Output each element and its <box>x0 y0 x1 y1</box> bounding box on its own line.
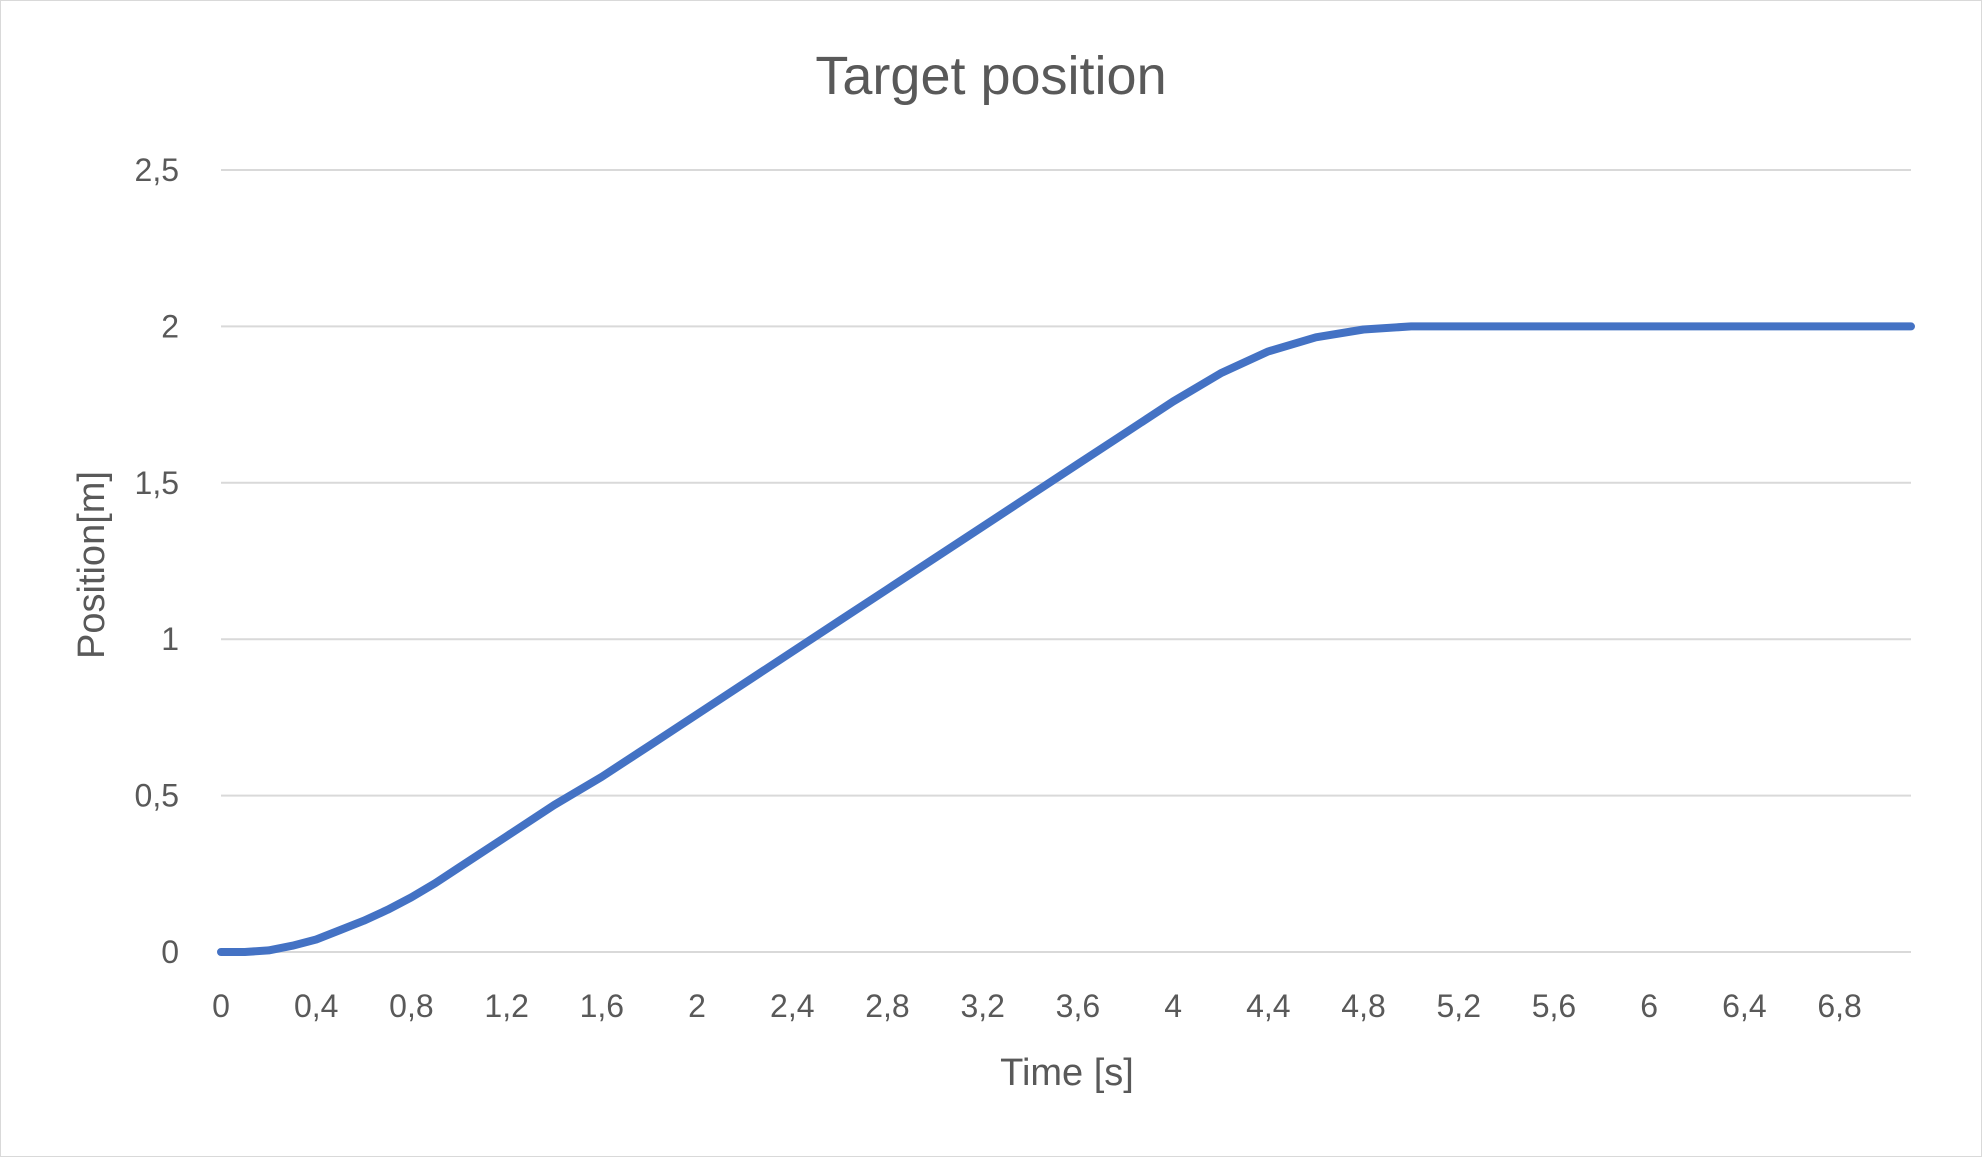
x-tick-label: 4 <box>1164 988 1182 1024</box>
series-line-0 <box>217 322 1915 956</box>
x-tick-label: 6 <box>1640 988 1658 1024</box>
y-axis-title: Position[m] <box>71 471 113 659</box>
gridlines <box>221 169 1911 953</box>
series-layer <box>217 322 1915 956</box>
chart-title: Target position <box>815 46 1166 106</box>
y-tick-label: 0 <box>161 934 179 970</box>
y-tick-label: 1 <box>161 621 179 657</box>
x-tick-label: 0,8 <box>389 988 433 1024</box>
y-axis-tick-labels: 0 0,5 1 1,5 2 2,5 <box>135 152 179 970</box>
x-tick-label: 3,6 <box>1056 988 1100 1024</box>
x-tick-label: 1,2 <box>484 988 528 1024</box>
x-tick-label: 3,2 <box>960 988 1004 1024</box>
x-tick-label: 0,4 <box>294 988 338 1024</box>
x-tick-label: 5,6 <box>1532 988 1576 1024</box>
y-tick-label: 2 <box>161 308 179 344</box>
y-tick-label: 0,5 <box>135 778 179 814</box>
x-tick-label: 2 <box>688 988 706 1024</box>
x-tick-label: 2,8 <box>865 988 909 1024</box>
x-axis-tick-labels: 0 0,4 0,8 1,2 1,6 2 2,4 2,8 3,2 3,6 4 4,4 4,8 5,2 5,6 6… <box>212 988 1862 1024</box>
x-tick-label: 0 <box>212 988 230 1024</box>
x-tick-label: 5,2 <box>1437 988 1481 1024</box>
x-tick-label: 4,8 <box>1341 988 1385 1024</box>
x-tick-label: 6,4 <box>1722 988 1766 1024</box>
x-tick-label: 2,4 <box>770 988 814 1024</box>
x-tick-label: 1,6 <box>580 988 624 1024</box>
x-tick-label: 4,4 <box>1246 988 1290 1024</box>
y-tick-label: 1,5 <box>135 465 179 501</box>
x-tick-label: 6,8 <box>1817 988 1861 1024</box>
y-tick-label: 2,5 <box>135 152 179 188</box>
x-axis-title: Time [s] <box>1000 1052 1134 1094</box>
